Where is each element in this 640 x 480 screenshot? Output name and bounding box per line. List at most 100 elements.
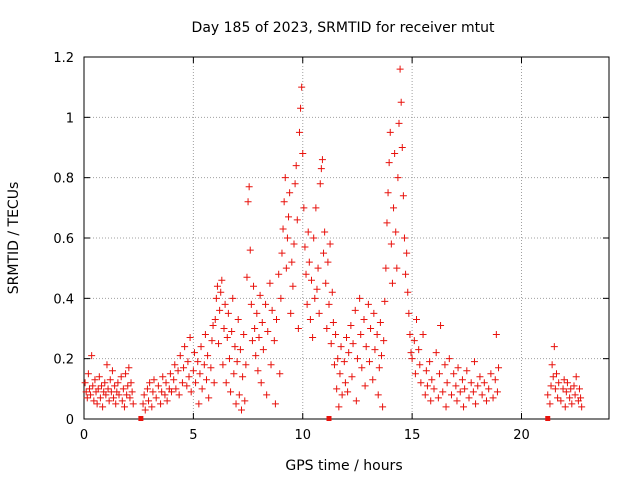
data-point (392, 228, 400, 236)
data-point (288, 258, 296, 266)
data-point (267, 361, 275, 369)
data-point (228, 328, 236, 336)
data-point (461, 385, 469, 393)
data-point (287, 309, 295, 317)
y-axis-label: SRMTID / TECUs (6, 182, 22, 295)
data-point (286, 189, 294, 197)
data-point (187, 388, 195, 396)
data-point (279, 225, 287, 233)
data-point (266, 279, 274, 287)
data-point (567, 385, 575, 393)
chart-title: Day 185 of 2023, SRMTID for receiver mtu… (192, 20, 495, 36)
data-point (548, 361, 556, 369)
data-point (277, 294, 285, 302)
data-point (235, 391, 243, 399)
data-point (370, 309, 378, 317)
data-point (143, 385, 151, 393)
data-point (242, 361, 250, 369)
data-point (98, 382, 105, 390)
data-point (201, 331, 209, 339)
data-point (336, 370, 344, 378)
data-point (460, 403, 468, 411)
data-point (568, 400, 576, 408)
data-point (238, 406, 245, 414)
data-point (427, 397, 435, 405)
data-point (476, 373, 484, 381)
data-point (252, 352, 260, 360)
data-point (445, 355, 453, 363)
data-point (231, 343, 239, 351)
data-point (337, 343, 345, 351)
data-point (108, 367, 116, 375)
data-point (180, 364, 188, 372)
data-point (246, 246, 254, 254)
x-axis-markers (138, 416, 551, 421)
data-point (166, 370, 174, 378)
data-point (310, 234, 318, 242)
data-point (395, 119, 403, 127)
data-point (322, 279, 330, 287)
data-point (85, 385, 93, 393)
data-point (176, 352, 184, 360)
data-point (411, 370, 419, 378)
data-point (379, 403, 387, 411)
data-point (280, 198, 288, 206)
data-point (404, 288, 412, 296)
x-tick-label: 15 (404, 428, 421, 443)
x-tick-label: 0 (80, 428, 88, 443)
data-point (240, 331, 248, 339)
data-point (87, 391, 95, 399)
data-point (122, 370, 130, 378)
data-point (289, 282, 297, 290)
x-axis-marker (545, 416, 551, 421)
data-point (454, 364, 462, 372)
data-point (407, 349, 415, 357)
data-points (81, 65, 586, 414)
data-point (402, 270, 410, 278)
data-point (83, 394, 91, 402)
data-point (356, 294, 364, 302)
data-point (101, 379, 109, 387)
axis-ticks (83, 56, 609, 420)
data-point (544, 391, 552, 399)
data-point (340, 358, 348, 366)
data-point (183, 382, 191, 390)
data-point (253, 309, 261, 317)
data-point (318, 156, 326, 164)
data-point (207, 364, 215, 372)
data-point (357, 331, 365, 339)
y-tick-label: 1.2 (53, 51, 74, 66)
data-point (315, 309, 323, 317)
data-point (181, 343, 189, 351)
data-point (247, 300, 255, 308)
x-tick-label: 20 (513, 428, 530, 443)
data-point (360, 315, 368, 323)
data-point (250, 282, 258, 290)
data-point (257, 379, 265, 387)
data-point (317, 165, 325, 173)
data-point (422, 367, 430, 375)
data-point (465, 394, 473, 402)
data-point (388, 279, 396, 287)
data-point (480, 379, 488, 387)
data-point (102, 391, 110, 399)
data-point (275, 270, 283, 278)
data-point (225, 355, 233, 363)
data-point (224, 309, 232, 317)
data-point (222, 379, 230, 387)
data-point (423, 382, 431, 390)
data-point (577, 394, 585, 402)
data-point (323, 325, 331, 332)
data-point (390, 204, 398, 212)
data-point (255, 334, 263, 342)
x-axis-label: GPS time / hours (285, 458, 402, 474)
data-point (283, 234, 291, 242)
data-point (119, 385, 127, 393)
data-point (413, 315, 420, 323)
data-point (375, 364, 383, 372)
y-tick-label: 0.8 (53, 172, 74, 187)
data-point (441, 361, 449, 369)
data-point (273, 315, 280, 323)
data-point (157, 400, 165, 408)
data-point (124, 382, 132, 390)
